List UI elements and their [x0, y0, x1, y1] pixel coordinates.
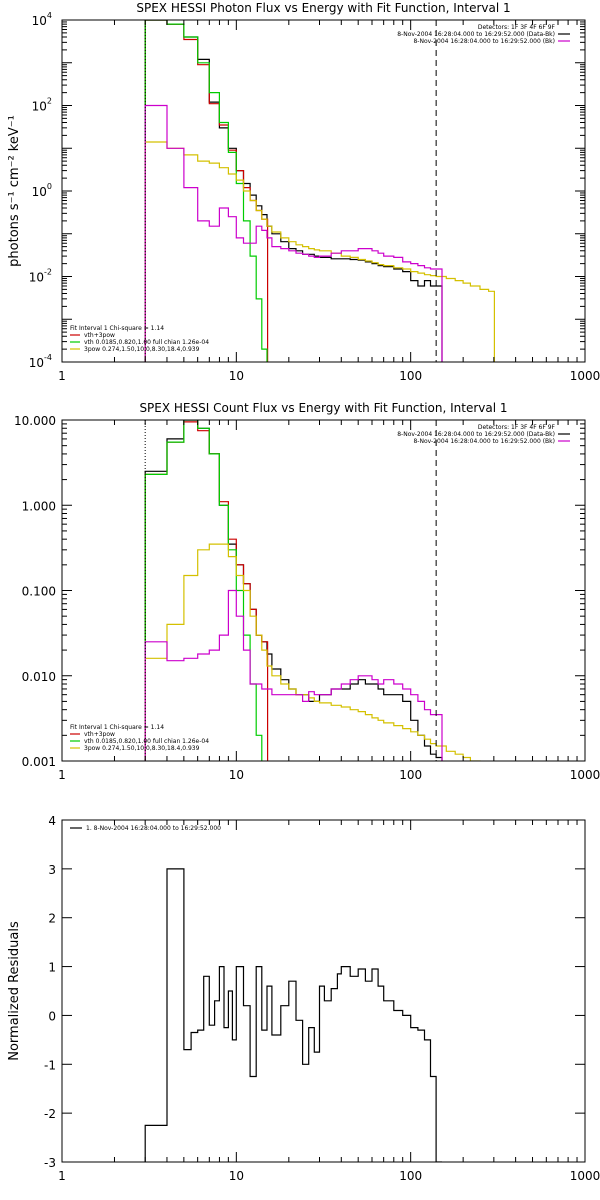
y-tick-label: 0.001 [22, 755, 56, 769]
y-tick-label: 102 [32, 97, 52, 114]
legend-entry-label: vth+3pow [84, 731, 115, 738]
series-line-data-bk [144, 420, 443, 761]
plot-frame [61, 19, 586, 363]
y-tick-label: 10-2 [29, 268, 52, 285]
y-tick-label: 100 [32, 182, 52, 199]
x-tick-label: 1000 [570, 1169, 600, 1183]
legend-header: Detectors: 1F 3F 4F 6F 9F [478, 424, 556, 431]
legend-entry-label: 3pow 0.274,1.50,10.0,8.30,18.4,0.939 [84, 745, 200, 752]
count-flux-panel: SPEX HESSI Count Flux vs Energy with Fit… [14, 401, 600, 782]
y-tick-label: 10-4 [29, 353, 52, 370]
legend-entry-label: vth 0.0185,0.820,1.00 full chian 1.26e-0… [84, 738, 209, 745]
x-tick-label: 10 [229, 1169, 244, 1183]
series-line-bk [144, 104, 443, 362]
legend-entry-label: vth+3pow [84, 332, 115, 339]
legend-entry-label: 8-Nov-2004 16:28:04.000 to 16:29:52.000 … [397, 431, 555, 438]
chart-title: SPEX HESSI Photon Flux vs Energy with Fi… [136, 1, 510, 15]
y-axis-label: photons s⁻¹ cm⁻² keV⁻¹ [7, 115, 22, 267]
legend-entry-label: 8-Nov-2004 16:28:04.000 to 16:29:52.000 … [397, 31, 555, 38]
legend-fit-header: Fit Interval 1 Chi-square = 1.14 [70, 724, 164, 731]
chart-title: SPEX HESSI Count Flux vs Energy with Fit… [139, 401, 507, 415]
legend-entry-label: 8-Nov-2004 16:28:04.000 to 16:29:52.000 … [413, 38, 555, 45]
series-line-vth-3pow [144, 421, 269, 761]
x-tick-label: 10 [229, 369, 244, 383]
y-tick-label: 0.010 [22, 670, 56, 684]
y-tick-label: 3 [48, 863, 56, 877]
photon-flux-panel: SPEX HESSI Photon Flux vs Energy with Fi… [7, 1, 600, 383]
legend-fit-header: Fit Interval 1 Chi-square = 1.14 [70, 325, 164, 332]
plot-frame [61, 419, 586, 762]
series-group [144, 868, 442, 1162]
y-tick-label: 1.000 [22, 499, 56, 513]
y-tick-label: 10.000 [14, 414, 56, 428]
series-line-vth [144, 420, 269, 761]
plot-frame [61, 819, 586, 1163]
y-tick-label: 1 [48, 961, 56, 975]
y-tick-label: 0 [48, 1009, 56, 1023]
series-line-3pow [144, 141, 495, 362]
x-tick-label: 1 [58, 1169, 66, 1183]
y-tick-label: -3 [44, 1156, 56, 1170]
x-tick-label: 1000 [570, 768, 600, 782]
x-tick-label: 1 [58, 369, 66, 383]
y-axis-label: Normalized Residuals [7, 921, 22, 1061]
series-group [144, 20, 495, 362]
x-tick-label: 100 [399, 768, 422, 782]
y-tick-label: 2 [48, 912, 56, 926]
y-tick-label: -2 [44, 1107, 56, 1121]
x-tick-label: 10 [229, 768, 244, 782]
x-tick-label: 1000 [570, 369, 600, 383]
series-line-bk [144, 589, 443, 761]
y-tick-label: 104 [32, 11, 52, 28]
series-line-vth [144, 20, 274, 362]
legend-entry-label: 8-Nov-2004 16:28:04.000 to 16:29:52.000 … [413, 438, 555, 445]
series-line-3pow [144, 543, 487, 761]
x-tick-label: 100 [399, 1169, 422, 1183]
residuals-panel: 1 10 100 1000 -3 -2 -1 0 1 2 3 4 Normalized Residual… [7, 814, 600, 1183]
series-line-data-bk [144, 20, 443, 362]
legend-entry-label: 1. 8-Nov-2004 16:28:04.000 to 16:29:52.0… [86, 825, 221, 832]
legend-entry-label: 3pow 0.274,1.50,10.0,8.30,18.4,0.939 [84, 346, 200, 353]
series-line-residuals [144, 868, 442, 1162]
x-tick-label: 100 [399, 369, 422, 383]
y-tick-label: 4 [48, 814, 56, 828]
y-tick-label: 0.100 [22, 585, 56, 599]
y-tick-label: -1 [44, 1058, 56, 1072]
x-tick-label: 1 [58, 768, 66, 782]
legend-header: Detectors: 1F 3F 4F 6F 9F [478, 24, 556, 31]
series-group [144, 420, 487, 761]
legend-entry-label: vth 0.0185,0.820,1.00 full chian 1.26e-0… [84, 339, 209, 346]
